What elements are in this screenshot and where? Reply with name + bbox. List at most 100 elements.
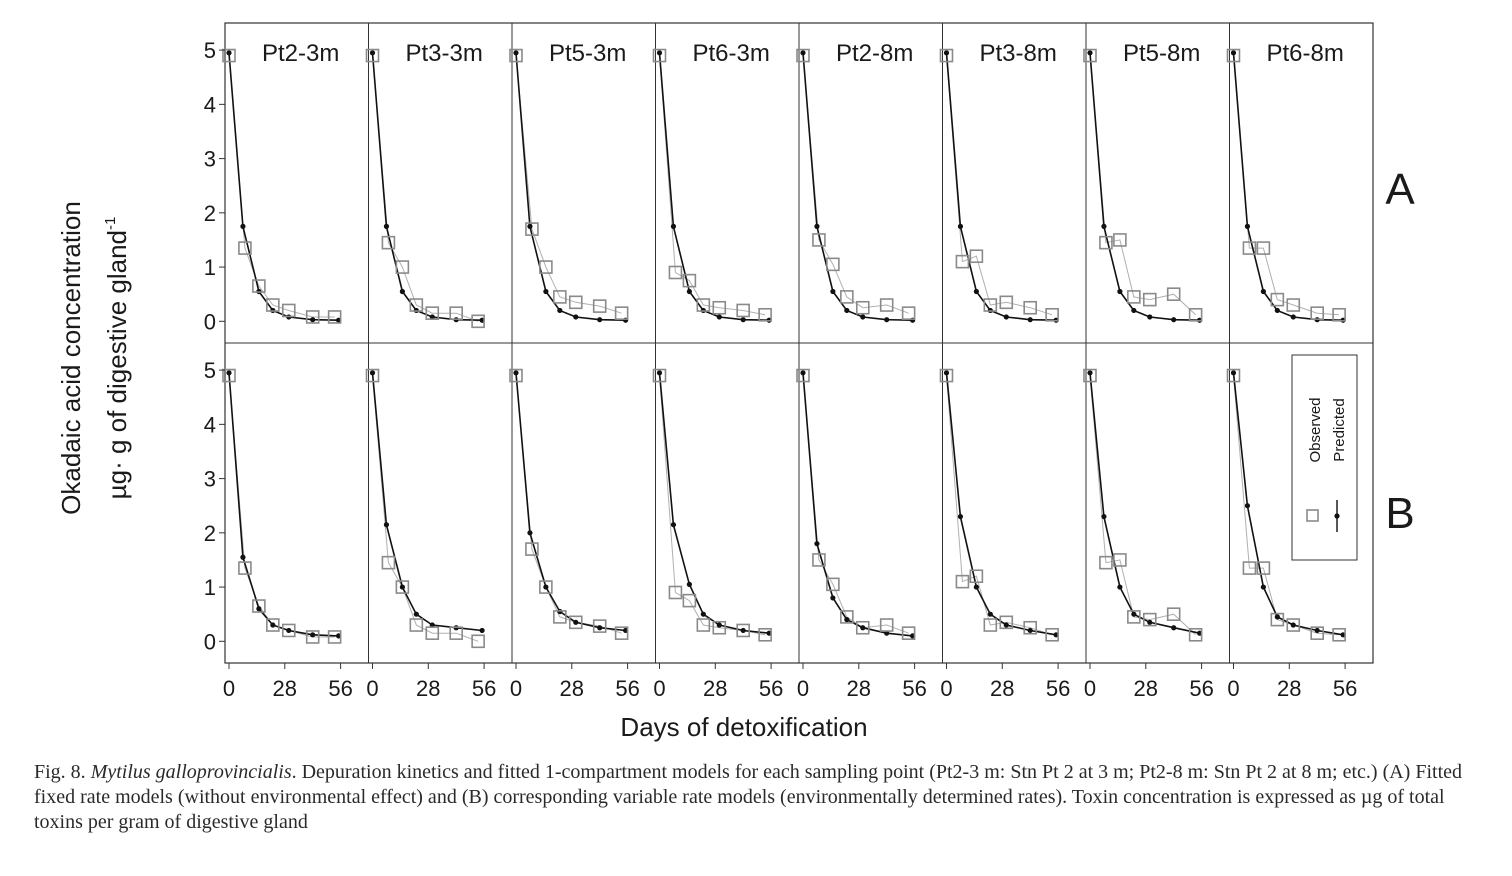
observed-series-line <box>802 375 909 634</box>
predicted-point <box>543 584 549 590</box>
predicted-point <box>830 595 836 601</box>
observed-point <box>712 620 727 635</box>
predicted-point <box>383 522 390 528</box>
predicted-point <box>860 314 866 320</box>
y-tick-label: 2 <box>204 521 216 546</box>
observed-series-line <box>515 375 622 634</box>
predicted-point <box>383 223 390 229</box>
okadaic-acid-depuration-figure: Pt2-3m Pt3-3m Pt5-3m Pt6-3m Pt2-8m Pt3-8m Pt5-… <box>56 22 1415 742</box>
predicted-point <box>310 632 316 638</box>
observed-point <box>736 303 750 318</box>
observed-point <box>696 618 711 632</box>
predicted-point <box>527 223 533 229</box>
observed-series-line <box>228 375 335 638</box>
predicted-point <box>1290 622 1296 628</box>
predicted-point <box>686 581 692 587</box>
observed-point <box>826 257 840 272</box>
observed-point <box>1242 561 1257 575</box>
legend-observed-marker <box>1306 509 1319 522</box>
observed-point <box>365 48 380 63</box>
predicted-point <box>226 50 232 56</box>
x-tick-label: 56 <box>1189 676 1213 701</box>
panel-b-7 <box>1083 368 1203 642</box>
observed-point <box>1242 241 1257 255</box>
y-axis-label-line1: Okadaic acid concentration <box>56 201 86 515</box>
x-tick-label: 56 <box>328 676 352 701</box>
observed-series-line <box>1089 55 1196 316</box>
observed-point <box>652 368 667 383</box>
observed-point <box>525 542 539 556</box>
x-tick-label: 56 <box>902 676 926 701</box>
observed-point <box>1270 612 1285 627</box>
predicted-series-line <box>371 52 483 321</box>
observed-point <box>553 610 567 624</box>
observed-point <box>409 298 424 312</box>
observed-point <box>539 580 553 594</box>
panel-title: Pt3-3m <box>406 40 483 67</box>
legend-predicted-label: Predicted <box>1331 398 1348 461</box>
observed-point <box>222 368 236 383</box>
observed-point <box>826 577 840 592</box>
observed-point <box>281 623 296 638</box>
observed-point <box>879 618 894 632</box>
observed-point <box>1099 235 1113 250</box>
observed-point <box>381 555 396 570</box>
predicted-point <box>597 625 603 631</box>
panel-grid: Pt2-3m Pt3-3m Pt5-3m Pt6-3m Pt2-8m Pt3-8m Pt5-… <box>222 22 1374 664</box>
observed-series-line <box>802 55 909 314</box>
predicted-point <box>1027 627 1033 634</box>
observed-point <box>1127 290 1141 304</box>
predicted-series-line <box>945 372 1057 636</box>
y-axis-label-line2: µg· g of digestive gland-1 <box>102 217 132 500</box>
observed-point <box>614 306 629 320</box>
observed-point <box>1166 607 1181 621</box>
observed-series-line <box>1089 375 1196 636</box>
predicted-point <box>226 370 232 376</box>
observed-point <box>409 618 424 632</box>
predicted-point <box>240 223 246 229</box>
predicted-point <box>573 314 579 320</box>
predicted-point <box>814 541 820 547</box>
caption-text: . Depuration kinetics and fitted 1-compa… <box>34 761 1462 833</box>
predicted-point <box>830 288 836 295</box>
predicted-point <box>1101 223 1107 229</box>
observed-point <box>969 569 984 584</box>
y-tick-label: 2 <box>204 201 216 226</box>
predicted-point <box>1260 584 1266 590</box>
y-tick-label: 5 <box>204 358 216 383</box>
observed-point <box>425 626 440 640</box>
predicted-point <box>270 622 276 628</box>
observed-point <box>796 48 810 63</box>
predicted-point <box>1171 317 1177 323</box>
observed-point <box>252 599 266 613</box>
y-tick-label: 5 <box>204 38 216 63</box>
predicted-point <box>943 50 950 56</box>
observed-point <box>449 306 463 320</box>
observed-series-line <box>946 375 1053 636</box>
observed-point <box>939 48 954 63</box>
observed-point <box>652 48 667 63</box>
figure-caption: Fig. 8. Mytilus galloprovincialis. Depur… <box>34 760 1484 835</box>
panel-title: Pt2-3m <box>262 40 339 67</box>
predicted-point <box>884 317 890 323</box>
predicted-point <box>240 554 246 560</box>
observed-point <box>1113 233 1127 247</box>
observed-point <box>395 260 410 274</box>
observed-point <box>758 627 772 642</box>
observed-point <box>901 626 916 640</box>
predicted-point <box>1003 314 1009 320</box>
predicted-point <box>479 627 485 634</box>
predicted-series-line <box>228 52 339 321</box>
x-tick-label: 56 <box>759 676 783 701</box>
predicted-point <box>716 622 722 628</box>
y-axis-label-line2-text: µg· g of digestive gland <box>102 230 132 499</box>
predicted-point <box>686 288 692 295</box>
x-tick-label: 28 <box>990 676 1014 701</box>
predicted-point <box>1244 503 1251 509</box>
panel-title: Pt3-8m <box>980 40 1057 67</box>
predicted-point <box>1244 223 1251 229</box>
predicted-point <box>1027 317 1033 323</box>
predicted-point <box>543 288 549 295</box>
observed-point <box>855 300 870 315</box>
predicted-series-line <box>802 52 913 321</box>
